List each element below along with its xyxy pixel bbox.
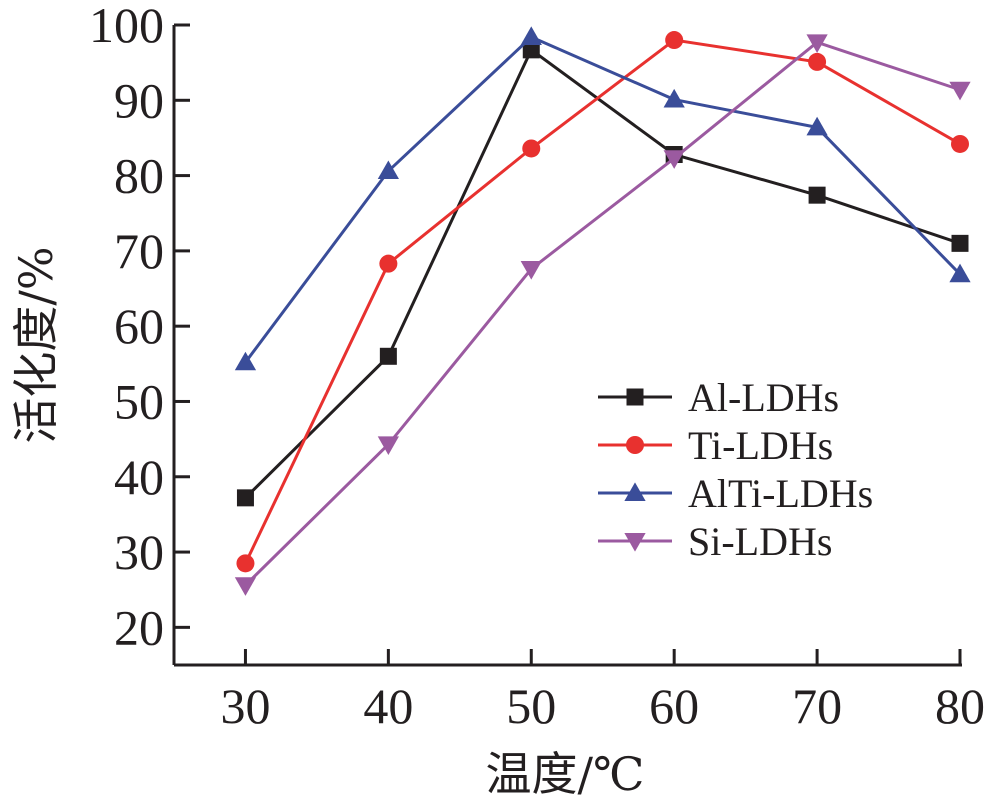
data-point-si-ldhs	[520, 260, 542, 280]
x-tick-label: 50	[506, 678, 556, 734]
x-tick-label: 30	[220, 678, 270, 734]
legend-marker	[624, 533, 646, 552]
series-alti-ldhs	[234, 26, 971, 371]
data-point-alti-ldhs	[377, 160, 399, 180]
legend-label: Al-LDHs	[688, 375, 839, 420]
x-tick-label: 70	[792, 678, 842, 734]
series-line-alti-ldhs	[244, 35, 962, 364]
y-ticks: 20 30 40 50 60 70 80 90 100	[89, 0, 190, 655]
data-point-si-ldhs	[949, 81, 971, 101]
legend-label: Si-LDHs	[688, 519, 832, 564]
data-point-ti-ldhs	[236, 554, 255, 573]
y-tick-label: 20	[114, 599, 164, 655]
data-point-alti-ldhs	[806, 116, 828, 136]
legend-item-al-ldhs: Al-LDHs	[598, 375, 839, 420]
axes	[172, 25, 962, 667]
y-tick-label: 100	[89, 0, 164, 53]
data-point-si-ldhs	[806, 34, 828, 53]
legend-marker	[626, 388, 644, 406]
y-tick-label: 70	[114, 223, 164, 279]
legend-item-ti-ldhs: Ti-LDHs	[598, 423, 833, 468]
legend-label: AlTi-LDHs	[688, 471, 873, 516]
legend-label: Ti-LDHs	[688, 423, 833, 468]
series-line-si-ldhs	[244, 40, 961, 587]
data-point-si-ldhs	[234, 577, 257, 596]
x-tick-label: 40	[363, 678, 413, 734]
x-ticks: 30 40 50 60 70 80	[220, 649, 985, 734]
y-tick-label: 50	[114, 373, 164, 429]
legend-item-si-ldhs: Si-LDHs	[598, 519, 832, 564]
data-point-alti-ldhs	[234, 351, 257, 371]
y-tick-label: 30	[114, 524, 164, 580]
y-tick-label: 80	[114, 148, 164, 204]
data-point-ti-ldhs	[522, 139, 541, 158]
legend-marker	[624, 482, 646, 501]
x-tick-label: 60	[649, 678, 699, 734]
series-line-al-ldhs	[244, 47, 961, 499]
data-point-alti-ldhs	[663, 88, 685, 108]
series-ti-ldhs	[236, 31, 969, 573]
data-point-alti-ldhs	[949, 263, 971, 283]
series-si-ldhs	[234, 34, 971, 596]
data-point-si-ldhs	[377, 436, 399, 456]
legend-marker	[626, 436, 644, 454]
data-point-al-ldhs	[236, 489, 254, 507]
data-point-ti-ldhs	[379, 254, 398, 273]
series-line-ti-ldhs	[244, 38, 961, 564]
series-layer	[234, 26, 971, 596]
series-al-ldhs	[236, 41, 969, 507]
data-point-ti-ldhs	[951, 134, 969, 153]
data-point-al-ldhs	[379, 347, 397, 365]
x-axis-title: 温度/℃	[486, 747, 645, 801]
data-point-al-ldhs	[808, 186, 826, 204]
x-tick-label: 80	[935, 678, 985, 734]
y-tick-label: 40	[114, 449, 164, 505]
y-axis-title: 活化度/%	[9, 246, 63, 443]
data-point-al-ldhs	[951, 234, 969, 252]
data-point-ti-ldhs	[665, 31, 684, 50]
data-point-ti-ldhs	[808, 52, 827, 71]
y-tick-label: 90	[114, 72, 164, 128]
y-tick-label: 60	[114, 298, 164, 354]
legend-item-alti-ldhs: AlTi-LDHs	[598, 471, 873, 516]
data-point-alti-ldhs	[520, 26, 542, 46]
data-point-al-ldhs	[522, 41, 540, 59]
data-point-si-ldhs	[663, 150, 685, 169]
